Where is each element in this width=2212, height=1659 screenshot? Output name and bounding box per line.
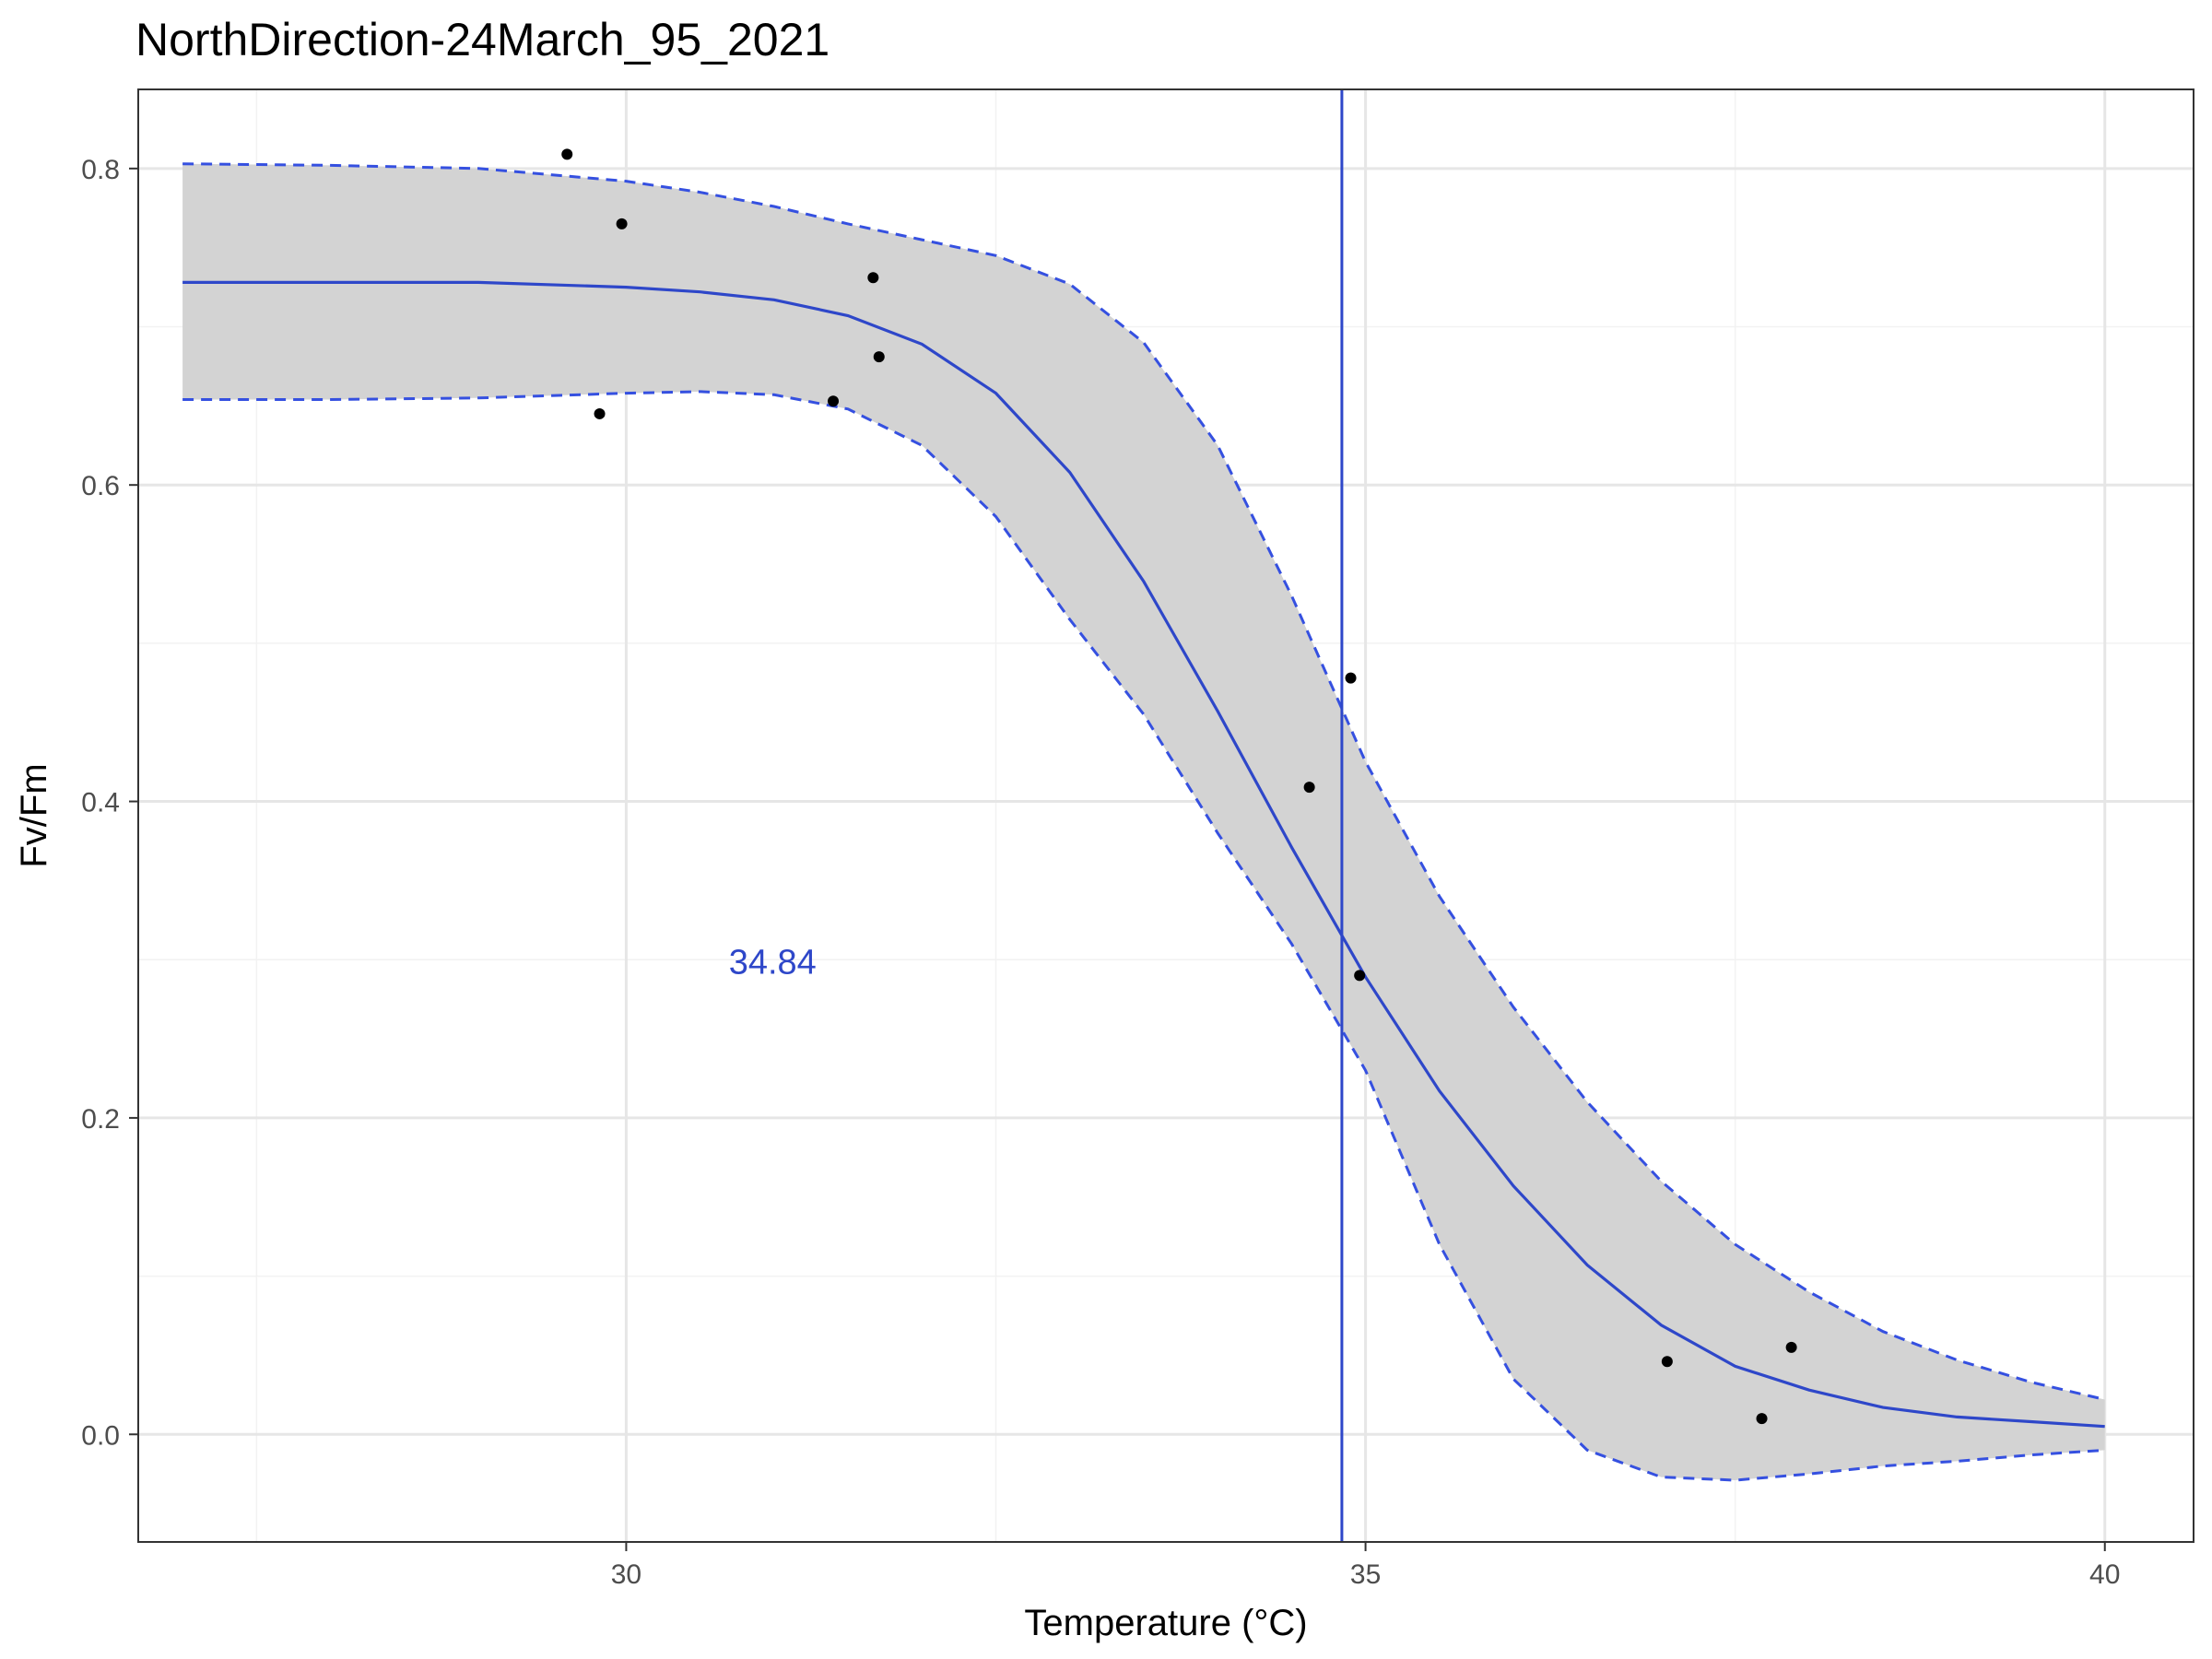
ci-lower-line (182, 390, 2105, 1482)
data-points (561, 148, 1797, 1425)
data-point (1354, 970, 1366, 982)
y-tick-label: 0.0 (81, 1420, 120, 1451)
annotation-group: 34.84 (729, 943, 817, 982)
y-tick-label: 0.6 (81, 471, 120, 501)
y-axis-label: Fv/Fm (14, 763, 54, 867)
data-point (873, 351, 885, 363)
ci-upper-line (182, 162, 2106, 1401)
data-point (594, 407, 606, 419)
data-point (828, 395, 840, 407)
y-tick-label: 0.4 (81, 788, 120, 818)
data-point (1756, 1413, 1768, 1425)
data-point (616, 218, 628, 229)
data-point (1785, 1341, 1797, 1353)
x-tick-label: 35 (1350, 1559, 1381, 1590)
data-point (1345, 672, 1357, 684)
fit-curve-group (182, 280, 2105, 1429)
axes: 30 35 40 0.0 0.2 0.4 0.6 0.8 (81, 155, 2120, 1590)
confidence-ribbon (182, 162, 2106, 1482)
fit-curve (182, 280, 2105, 1429)
data-point (1303, 782, 1315, 794)
data-point (867, 272, 879, 284)
y-tick-label: 0.2 (81, 1104, 120, 1135)
x-axis-label: Temperature (°C) (1024, 1603, 1307, 1643)
x-tick-label: 30 (611, 1559, 641, 1590)
x-tick-label: 40 (2089, 1559, 2120, 1590)
chart-title: NorthDirection-24March_95_2021 (135, 14, 830, 65)
threshold-annotation: 34.84 (729, 943, 817, 982)
data-point (561, 148, 573, 160)
y-tick-label: 0.8 (81, 155, 120, 185)
ci-ribbon-fill (182, 163, 2105, 1481)
data-point (1661, 1356, 1673, 1368)
panel-border (137, 88, 2194, 1543)
